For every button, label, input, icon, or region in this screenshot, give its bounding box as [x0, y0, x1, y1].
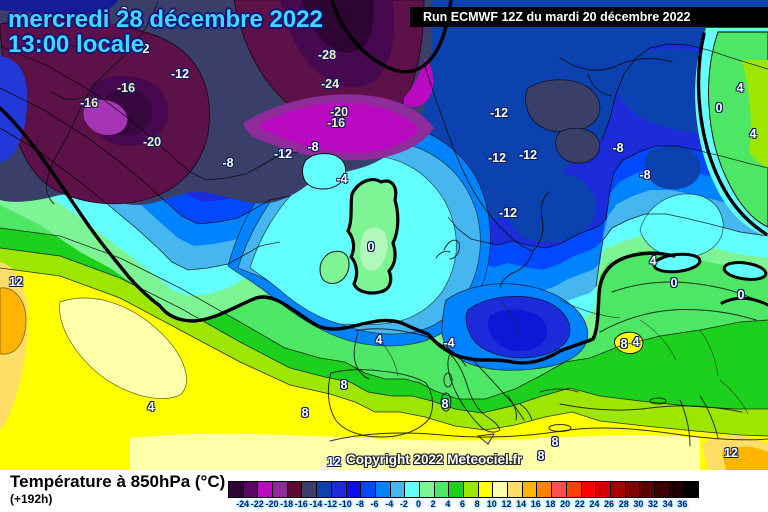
colorbar-tick: -4	[385, 499, 394, 509]
colorbar-tick: 22	[574, 499, 585, 509]
colorbar-block	[464, 482, 479, 497]
colorbar-tick: 30	[633, 499, 644, 509]
colorbar-block	[434, 482, 450, 497]
colorbar-block	[478, 482, 494, 497]
forecast-time-title: 13:00 locale	[8, 31, 145, 58]
colorbar-block	[508, 482, 523, 497]
colorbar-tick: -16	[294, 499, 308, 509]
colorbar-tick: -12	[324, 499, 338, 509]
model-run-info: Run ECMWF 12Z du mardi 20 décembre 2022	[410, 7, 768, 27]
colorbar-tick: 18	[545, 499, 556, 509]
colorbar-block	[566, 482, 582, 497]
colorbar-tick: -22	[250, 499, 264, 509]
legend-title: Température à 850hPa (°C)	[10, 472, 226, 491]
colorbar-block	[596, 482, 611, 497]
colorbar-block	[419, 482, 435, 497]
colorbar-block	[258, 482, 274, 497]
colorbar-tick: -14	[309, 499, 323, 509]
colorbar-block	[625, 482, 641, 497]
colorbar-tick: 4	[445, 499, 451, 509]
colorbar-block	[243, 482, 259, 497]
colorbar-block	[640, 482, 655, 497]
colorbar-block	[361, 482, 376, 497]
legend-band: Température à 850hPa (°C) (+192h) -24 -22…	[0, 470, 768, 512]
colorbar-tick: 20	[560, 499, 571, 509]
colorbar-tick: -8	[355, 499, 364, 509]
colorbar-block	[405, 482, 420, 497]
colorbar-tick: 14	[516, 499, 527, 509]
colorbar-block	[346, 482, 362, 497]
colorbar-block	[654, 482, 670, 497]
colorbar-tick: -20	[265, 499, 279, 509]
colorbar-block	[449, 482, 464, 497]
colorbar-block	[229, 482, 244, 497]
colorbar-block	[537, 482, 553, 497]
colorbar-tick: 28	[618, 499, 629, 509]
temperature-colorbar	[228, 481, 699, 498]
colorbar-tick: 2	[430, 499, 436, 509]
colorbar-tick: 0	[416, 499, 422, 509]
colorbar-tick: -24	[236, 499, 250, 509]
colorbar-block	[273, 482, 288, 497]
colorbar-block	[493, 482, 509, 497]
colorbar-block	[287, 482, 303, 497]
colorbar-tick: 12	[501, 499, 512, 509]
colorbar-block	[390, 482, 406, 497]
map-canvas	[0, 0, 768, 470]
copyright-watermark: Copyright 2022 Meteociel.fr	[346, 452, 523, 467]
colorbar-tick: 34	[662, 499, 673, 509]
colorbar-block	[331, 482, 347, 497]
colorbar-block	[581, 482, 597, 497]
forecast-date-title: mercredi 28 décembre 2022	[8, 6, 323, 33]
colorbar-block	[302, 482, 318, 497]
colorbar-tick: 6	[459, 499, 466, 509]
colorbar-tick: 8	[474, 499, 480, 509]
colorbar-tick: -18	[280, 499, 294, 509]
colorbar-tick: 36	[677, 499, 688, 509]
colorbar-tick: 24	[589, 499, 600, 509]
colorbar-tick: -6	[370, 499, 379, 509]
colorbar-tick: 16	[530, 499, 541, 509]
colorbar-block	[522, 482, 538, 497]
colorbar-block	[375, 482, 391, 497]
colorbar-tick: -2	[399, 499, 408, 509]
colorbar-tick: 32	[648, 499, 659, 509]
colorbar-block	[317, 482, 332, 497]
colorbar-block	[552, 482, 567, 497]
legend-forecast-hour: (+192h)	[10, 492, 53, 506]
colorbar-tick: -10	[338, 499, 352, 509]
colorbar-block	[684, 482, 698, 497]
colorbar-block	[669, 482, 685, 497]
colorbar-tick: 26	[604, 499, 615, 509]
temperature-map	[0, 0, 768, 470]
colorbar-block	[610, 482, 626, 497]
colorbar-tick: 10	[486, 499, 497, 509]
